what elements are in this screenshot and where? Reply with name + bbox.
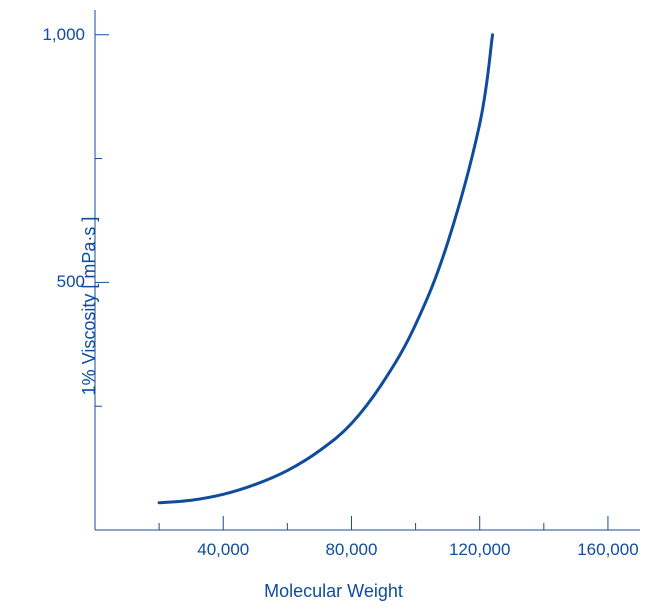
y-tick-label: 1,000 <box>42 25 85 45</box>
x-tick-label: 160,000 <box>577 540 638 560</box>
y-tick-label: 500 <box>57 272 85 292</box>
viscosity-chart: 1% Viscosity [ mPa·s ] Molecular Weight … <box>0 0 667 612</box>
x-axis-label: Molecular Weight <box>264 581 403 602</box>
x-tick-label: 80,000 <box>325 540 377 560</box>
y-axis-label: 1% Viscosity [ mPa·s ] <box>79 217 100 396</box>
x-tick-label: 120,000 <box>449 540 510 560</box>
x-tick-label: 40,000 <box>197 540 249 560</box>
chart-svg <box>0 0 667 612</box>
